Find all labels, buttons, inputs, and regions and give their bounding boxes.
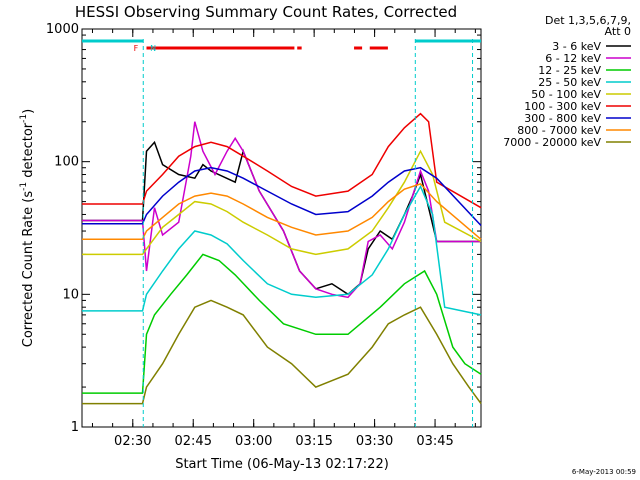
legend-entry-label: 300 - 800 keV — [524, 112, 601, 125]
x-tick-label: 03:30 — [356, 434, 393, 449]
y-label-sup2: -1 — [19, 114, 29, 123]
axis-ticks — [82, 28, 481, 428]
series-line — [82, 112, 482, 209]
series-line — [82, 184, 482, 316]
legend-entry-label: 6 - 12 keV — [545, 52, 601, 65]
series-line — [82, 183, 482, 241]
legend-header-line: Det 1,3,5,6,7,9, — [545, 14, 631, 27]
x-axis-label: Start Time (06-May-13 02:17:22) — [175, 457, 389, 472]
series-line — [82, 149, 482, 256]
legend-entry-label: 800 - 7000 keV — [517, 124, 601, 137]
y-label-part2: detector — [21, 122, 36, 182]
x-tick-label: 03:15 — [295, 434, 332, 449]
x-tick-label: 03:45 — [416, 434, 453, 449]
y-tick-label: 10 — [62, 287, 79, 302]
x-tick-label: 02:30 — [114, 434, 151, 449]
legend-entry-label: 7000 - 20000 keV — [503, 136, 601, 149]
series-group — [82, 112, 482, 405]
flag-label: F — [134, 44, 139, 53]
series-line — [82, 166, 482, 227]
series-line — [82, 253, 482, 394]
y-tick-labels: 1000 100 10 1 — [46, 22, 79, 435]
flag-label: N — [150, 44, 156, 53]
y-tick-label: 100 — [54, 155, 79, 170]
legend-entry-label: 12 - 25 keV — [538, 64, 601, 77]
y-label-sup1: -1 — [19, 182, 29, 191]
series-line — [82, 121, 481, 299]
timestamp: 6-May-2013 00:59 — [572, 468, 636, 476]
y-axis-label: Corrected Count Rate (s-1 detector-1) — [19, 109, 36, 347]
x-tick-labels: 02:30 02:45 03:00 03:15 03:30 03:45 — [114, 434, 454, 449]
y-tick-label: 1000 — [46, 22, 79, 37]
legend-entry-label: 3 - 6 keV — [552, 40, 601, 53]
legend-entry-label: 25 - 50 keV — [538, 76, 601, 89]
series-line — [82, 140, 481, 296]
chart-title: HESSI Observing Summary Count Rates, Cor… — [75, 3, 457, 21]
legend-entry-label: 50 - 100 keV — [531, 88, 601, 101]
y-tick-label: 1 — [71, 420, 79, 435]
series-line — [82, 299, 482, 405]
y-label-part1: Corrected Count Rate (s — [21, 191, 36, 348]
plot-frame — [81, 28, 482, 428]
legend-entry-label: 100 - 300 keV — [524, 100, 601, 113]
legend-header-line: Att 0 — [605, 25, 631, 38]
x-tick-label: 03:00 — [235, 434, 272, 449]
x-tick-label: 02:45 — [175, 434, 212, 449]
y-label-part3: ) — [21, 109, 36, 114]
